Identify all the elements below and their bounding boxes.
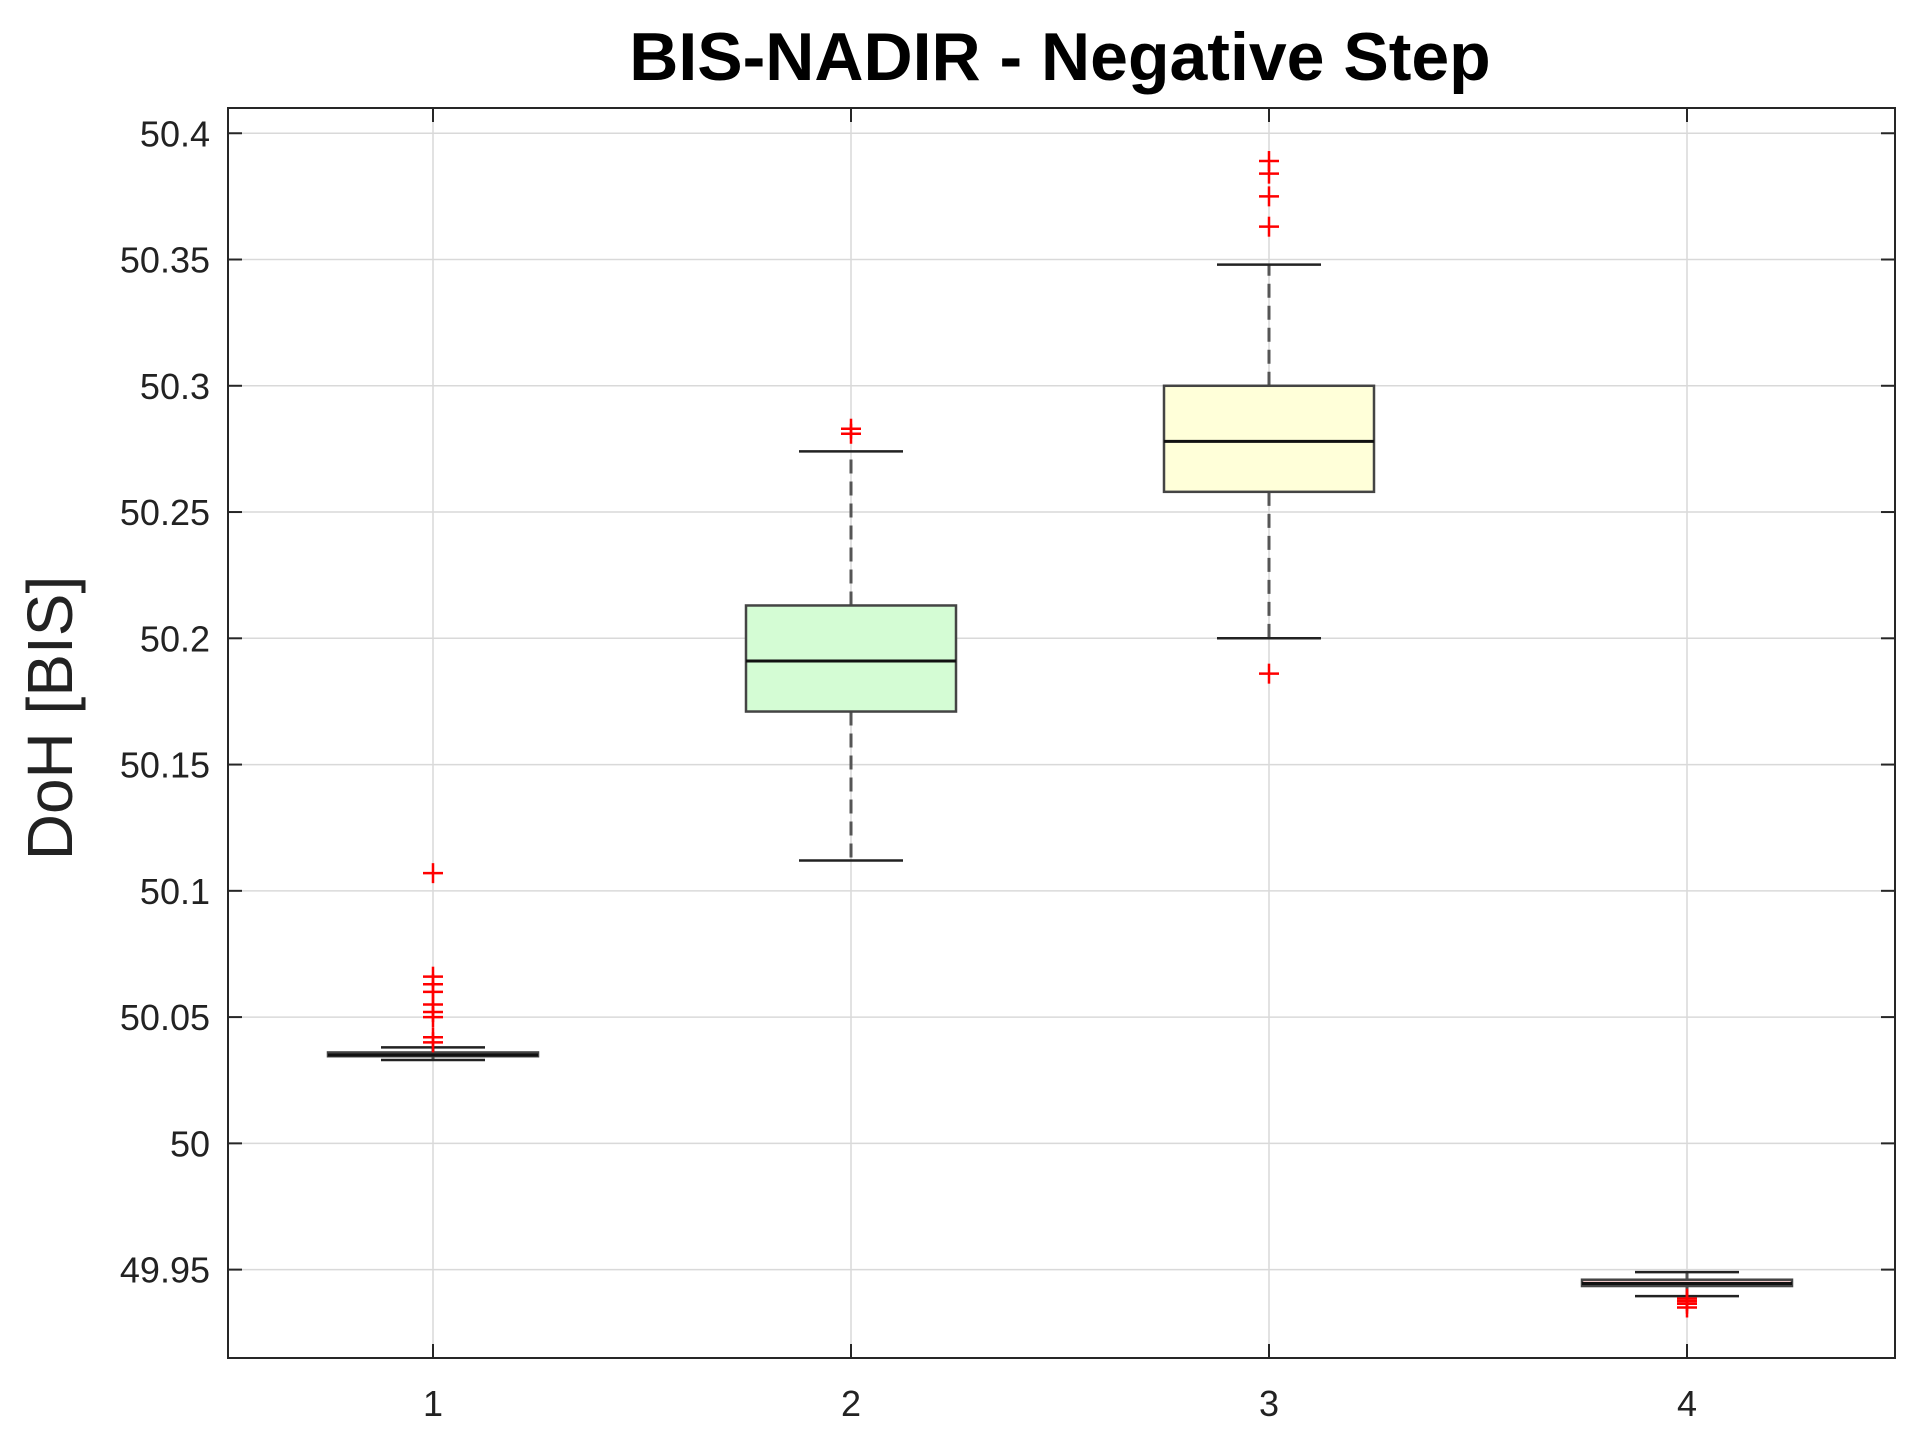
y-tick-label: 50.35 <box>120 240 210 281</box>
grid-lines <box>228 108 1895 1358</box>
outlier-marker <box>1259 186 1279 207</box>
x-tick-label: 2 <box>841 1383 861 1424</box>
outlier-marker <box>1259 216 1279 237</box>
outlier-marker <box>1259 163 1279 184</box>
x-tick-label: 4 <box>1677 1383 1697 1424</box>
box-3 <box>1162 151 1376 684</box>
chart-title: BIS-NADIR - Negative Step <box>629 19 1490 95</box>
iqr-box <box>1162 384 1376 494</box>
y-tick-label: 50.2 <box>140 618 210 659</box>
box-2 <box>744 418 958 862</box>
box-1 <box>326 863 540 1062</box>
x-tick-label: 3 <box>1259 1383 1279 1424</box>
y-tick-label: 50.05 <box>120 997 210 1038</box>
outlier-marker <box>423 1032 443 1053</box>
y-axis-label: DoH [BIS] <box>14 576 86 861</box>
y-tick-label: 50.25 <box>120 492 210 533</box>
outlier-marker <box>841 423 861 444</box>
y-tick-label: 50.4 <box>140 113 210 154</box>
outlier-marker <box>423 863 443 884</box>
ticks: 49.95 50 50.05 50.1 50.15 50.2 50.25 50.3 50.35 5… <box>120 108 1895 1424</box>
y-tick-label: 50 <box>170 1123 210 1164</box>
outlier-marker <box>423 1007 443 1028</box>
outlier-marker <box>1677 1297 1697 1318</box>
y-tick-label: 49.95 <box>120 1250 210 1291</box>
x-tick-label: 1 <box>423 1383 443 1424</box>
y-tick-label: 50.3 <box>140 366 210 407</box>
boxes <box>326 151 1794 1318</box>
plot-frame <box>227 107 1896 1359</box>
outlier-marker <box>1259 663 1279 684</box>
box-4 <box>1580 1270 1794 1318</box>
iqr-box <box>744 604 958 713</box>
y-tick-label: 50.1 <box>140 871 210 912</box>
y-tick-label: 50.15 <box>120 745 210 786</box>
